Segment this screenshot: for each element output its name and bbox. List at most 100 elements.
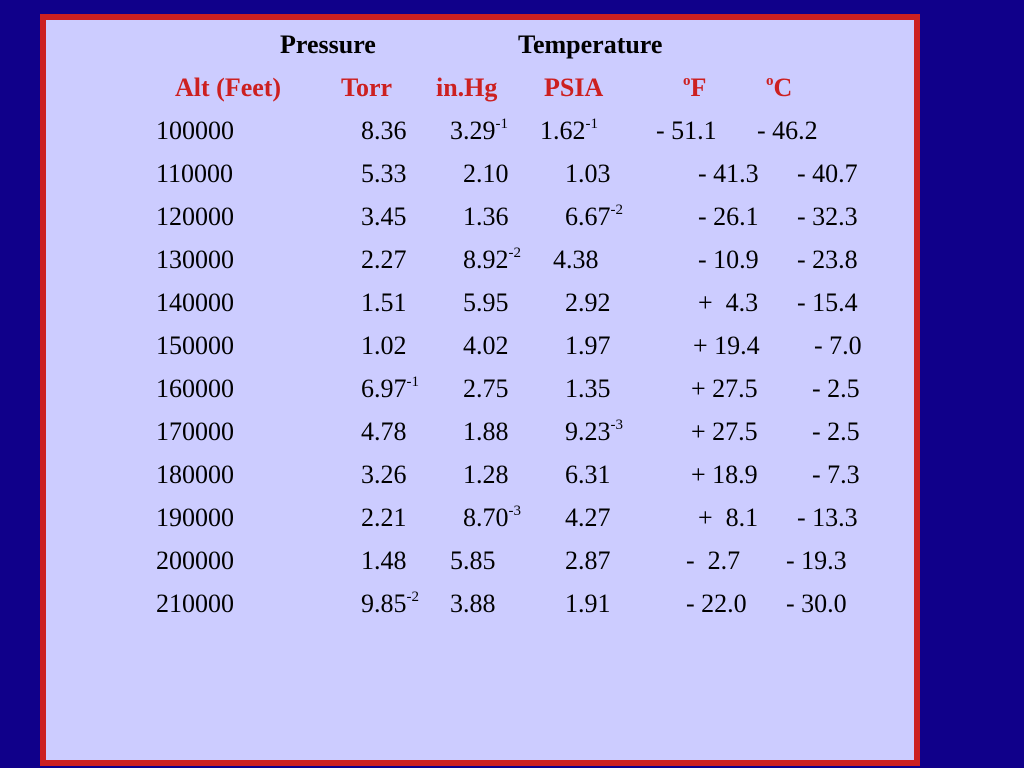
cell-torr: 3.26	[361, 460, 407, 490]
cell-inhg-exponent: -2	[508, 245, 522, 261]
cell-torr-value: 1.51	[361, 288, 407, 317]
degree-symbol-c: o	[766, 73, 774, 89]
cell-alt-value: 140000	[156, 288, 234, 317]
cell-temp-f-value: - 41.3	[698, 159, 759, 188]
cell-torr-exponent: -2	[406, 589, 420, 605]
header-psia: PSIA	[544, 73, 604, 102]
cell-temp-c-value: - 15.4	[797, 288, 858, 317]
cell-temp-f-value: - 10.9	[698, 245, 759, 274]
cell-temp-f: + 8.1	[698, 503, 758, 533]
cell-psia: 2.92	[565, 288, 611, 318]
cell-temp-c: - 46.2	[757, 116, 818, 146]
cell-temp-f: + 19.4	[693, 331, 760, 361]
cell-inhg-value: 1.28	[463, 460, 509, 489]
cell-psia: 1.97	[565, 331, 611, 361]
cell-psia-value: 4.38	[553, 245, 599, 274]
cell-psia: 9.23-3	[565, 417, 623, 447]
cell-alt: 160000	[156, 374, 234, 404]
cell-inhg-value: 2.10	[463, 159, 509, 188]
header-fahrenheit: oF	[683, 73, 706, 103]
cell-psia-value: 1.03	[565, 159, 611, 188]
cell-alt-value: 170000	[156, 417, 234, 446]
cell-psia-value: 6.67	[565, 202, 611, 231]
cell-alt: 110000	[156, 159, 233, 189]
cell-torr-value: 2.27	[361, 245, 407, 274]
cell-torr: 6.97-1	[361, 374, 419, 404]
cell-torr: 3.45	[361, 202, 407, 232]
cell-temp-c: - 2.5	[812, 374, 860, 404]
cell-temp-c-value: - 7.3	[812, 460, 860, 489]
cell-alt-value: 210000	[156, 589, 234, 618]
cell-inhg-value: 8.70	[463, 503, 509, 532]
cell-temp-f-value: + 8.1	[698, 503, 759, 532]
degree-symbol-f: o	[683, 73, 691, 89]
cell-torr-value: 1.48	[361, 546, 407, 575]
cell-psia-value: 1.91	[565, 589, 611, 618]
header-celsius: oC	[766, 73, 792, 103]
cell-psia: 1.03	[565, 159, 611, 189]
cell-temp-c-value: - 30.0	[786, 589, 847, 618]
cell-temp-c: - 13.3	[797, 503, 858, 533]
cell-psia-exponent: -1	[585, 116, 599, 132]
cell-psia: 1.91	[565, 589, 611, 619]
cell-torr: 5.33	[361, 159, 407, 189]
cell-temp-c-value: - 13.3	[797, 503, 858, 532]
cell-temp-f: - 2.7	[686, 546, 740, 576]
cell-temp-c: - 7.3	[812, 460, 860, 490]
cell-psia-value: 1.35	[565, 374, 611, 403]
cell-inhg: 4.02	[463, 331, 509, 361]
cell-temp-c: - 40.7	[797, 159, 858, 189]
cell-temp-f-value: + 27.5	[691, 374, 758, 403]
cell-alt-value: 130000	[156, 245, 234, 274]
cell-psia-value: 2.87	[565, 546, 611, 575]
cell-alt: 120000	[156, 202, 234, 232]
cell-temp-c-value: - 40.7	[797, 159, 858, 188]
cell-inhg: 8.92-2	[463, 245, 521, 275]
cell-alt: 210000	[156, 589, 234, 619]
cell-torr: 1.51	[361, 288, 407, 318]
cell-torr-exponent: -1	[406, 374, 420, 390]
header-alt: Alt (Feet)	[175, 73, 282, 102]
header-temperature: Temperature	[518, 30, 663, 59]
cell-inhg: 1.28	[463, 460, 509, 490]
cell-psia: 4.38	[553, 245, 599, 275]
cell-temp-f: + 4.3	[698, 288, 758, 318]
cell-inhg: 3.29-1	[450, 116, 508, 146]
cell-torr-value: 3.26	[361, 460, 407, 489]
header-f-unit: F	[690, 73, 707, 102]
cell-torr-value: 3.45	[361, 202, 407, 231]
cell-alt-value: 200000	[156, 546, 234, 575]
cell-temp-f: - 41.3	[698, 159, 759, 189]
cell-temp-f-value: - 22.0	[686, 589, 747, 618]
cell-alt: 180000	[156, 460, 234, 490]
cell-temp-c: - 32.3	[797, 202, 858, 232]
cell-temp-c-value: - 32.3	[797, 202, 858, 231]
cell-inhg-value: 4.02	[463, 331, 509, 360]
cell-alt: 150000	[156, 331, 234, 361]
cell-temp-c-value: - 7.0	[814, 331, 862, 360]
cell-alt-value: 100000	[156, 116, 234, 145]
cell-temp-c-value: - 2.5	[812, 417, 860, 446]
cell-inhg-value: 2.75	[463, 374, 509, 403]
cell-temp-f: + 27.5	[691, 417, 758, 447]
cell-temp-c: - 7.0	[814, 331, 862, 361]
cell-temp-c: - 30.0	[786, 589, 847, 619]
cell-alt-value: 150000	[156, 331, 234, 360]
cell-inhg-value: 5.95	[463, 288, 509, 317]
cell-alt: 200000	[156, 546, 234, 576]
cell-inhg-exponent: -3	[508, 503, 522, 519]
cell-alt-value: 160000	[156, 374, 234, 403]
cell-torr: 2.21	[361, 503, 407, 533]
cell-inhg-value: 1.36	[463, 202, 509, 231]
cell-temp-f: - 51.1	[656, 116, 717, 146]
cell-psia: 2.87	[565, 546, 611, 576]
cell-inhg: 1.88	[463, 417, 509, 447]
cell-torr-value: 1.02	[361, 331, 407, 360]
cell-torr-value: 2.21	[361, 503, 407, 532]
cell-psia-exponent: -2	[610, 202, 624, 218]
cell-psia: 1.35	[565, 374, 611, 404]
cell-temp-f-value: + 27.5	[691, 417, 758, 446]
cell-temp-f-value: + 18.9	[691, 460, 758, 489]
cell-torr-value: 6.97	[361, 374, 407, 403]
cell-alt: 190000	[156, 503, 234, 533]
